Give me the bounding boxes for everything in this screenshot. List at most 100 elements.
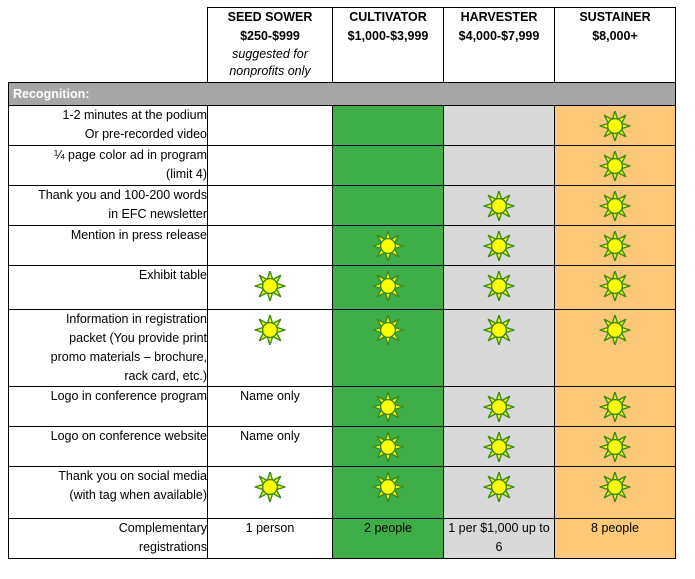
benefit-label: Exhibit table [8, 265, 208, 310]
benefit-row: Information in registration packet (You p… [8, 309, 676, 387]
benefit-cell-harvester [443, 466, 555, 519]
benefit-row: Thank you and 100-200 words in EFC newsle… [8, 185, 676, 226]
sun-icon [372, 392, 404, 422]
benefit-label-line: Logo on conference website [50, 429, 207, 443]
benefit-label-line: ¼ page color ad in program [54, 148, 207, 162]
sun-icon [372, 472, 404, 502]
benefit-label: 1-2 minutes at the podium Or pre-recorded… [8, 105, 208, 146]
benefit-row: Mention in press release [8, 225, 676, 266]
sun-icon [599, 315, 631, 345]
benefit-cell-sustainer [554, 426, 676, 467]
sun-icon [483, 472, 515, 502]
sun-icon [599, 111, 631, 141]
section-row: Recognition: [8, 82, 676, 106]
benefit-cell-harvester [443, 185, 555, 226]
benefits-body: Recognition: 1-2 minutes at the podium Or… [8, 82, 676, 559]
benefit-label: Mention in press release [8, 225, 208, 266]
sun-icon [372, 271, 404, 301]
sun-icon [483, 231, 515, 261]
benefit-cell-sustainer [554, 105, 676, 146]
benefit-label-line: (limit 4) [166, 167, 207, 181]
tier-note: nonprofits only [229, 64, 311, 78]
benefit-label-line: Exhibit table [138, 268, 207, 282]
sponsorship-tier-table: SEED SOWER $250-$999 suggested for nonpr… [8, 7, 676, 559]
sun-icon [483, 315, 515, 345]
benefit-row: ¼ page color ad in program (limit 4) [8, 145, 676, 186]
benefit-cell-seed-sower [207, 265, 333, 310]
benefit-label-line: registrations [138, 540, 207, 554]
tier-price: $1,000-$3,999 [347, 29, 429, 43]
benefit-label: Logo on conference website [8, 426, 208, 467]
benefit-cell-harvester [443, 309, 555, 387]
benefit-label-line: Logo in conference program [50, 389, 207, 403]
benefit-cell-seed-sower [207, 145, 333, 186]
benefit-cell-seed-sower: Name only [207, 386, 333, 427]
benefit-row: Thank you on social media (with tag when … [8, 466, 676, 519]
sun-icon [372, 315, 404, 345]
sun-icon [599, 472, 631, 502]
sun-icon [599, 392, 631, 422]
benefit-cell-sustainer [554, 265, 676, 310]
tier-header-seed-sower: SEED SOWER $250-$999 suggested for nonpr… [207, 7, 333, 83]
benefit-label: Thank you on social media (with tag when … [8, 466, 208, 519]
sun-icon [483, 191, 515, 221]
benefit-cell-harvester [443, 386, 555, 427]
benefit-label: Logo in conference program [8, 386, 208, 427]
section-label: Recognition: [8, 82, 676, 106]
sun-icon [254, 271, 286, 301]
benefit-row: Logo on conference website Name only [8, 426, 676, 467]
benefit-cell-cultivator [332, 105, 444, 146]
benefit-cell-seed-sower [207, 185, 333, 226]
benefit-cell-seed-sower [207, 105, 333, 146]
benefit-label-line: 1-2 minutes at the podium [62, 108, 207, 122]
tier-header-row: SEED SOWER $250-$999 suggested for nonpr… [8, 7, 676, 83]
sun-icon [599, 432, 631, 462]
tier-header-sustainer: SUSTAINER $8,000+ [554, 7, 676, 83]
benefit-label-line: Complementary [118, 521, 207, 535]
header-blank-cell [8, 7, 208, 83]
benefit-label-line: Thank you on social media [58, 469, 207, 483]
benefit-label: Complementary registrations [8, 518, 208, 559]
benefit-value: Name only [240, 389, 300, 403]
benefit-value: 8 people [591, 521, 639, 535]
benefit-label-line: (with tag when available) [69, 488, 207, 502]
benefit-cell-cultivator [332, 185, 444, 226]
sun-icon [372, 231, 404, 261]
tier-price: $4,000-$7,999 [458, 29, 540, 43]
tier-name: SUSTAINER [579, 10, 651, 24]
benefit-label: ¼ page color ad in program (limit 4) [8, 145, 208, 186]
benefit-cell-cultivator [332, 225, 444, 266]
benefit-row: 1-2 minutes at the podium Or pre-recorded… [8, 105, 676, 146]
benefit-label-line: in EFC newsletter [108, 207, 207, 221]
benefit-cell-sustainer [554, 145, 676, 186]
tier-header-harvester: HARVESTER $4,000-$7,999 [443, 7, 555, 83]
sun-icon [599, 231, 631, 261]
benefit-cell-cultivator [332, 426, 444, 467]
benefit-value: Name only [240, 429, 300, 443]
benefit-row: Exhibit table [8, 265, 676, 310]
tier-note: suggested for [232, 47, 308, 61]
tier-header-cultivator: CULTIVATOR $1,000-$3,999 [332, 7, 444, 83]
benefit-cell-seed-sower [207, 466, 333, 519]
benefit-cell-harvester [443, 225, 555, 266]
benefit-label-line: rack card, etc.) [124, 369, 207, 383]
benefit-cell-harvester [443, 105, 555, 146]
benefit-label-line: promo materials – brochure, [50, 350, 207, 364]
benefit-row: Complementary registrations 1 person 2 peop… [8, 518, 676, 559]
benefit-label-line: Thank you and 100-200 words [38, 188, 207, 202]
benefit-label-line: packet (You provide print [69, 331, 207, 345]
benefit-cell-cultivator [332, 145, 444, 186]
benefit-cell-seed-sower: Name only [207, 426, 333, 467]
benefit-cell-harvester [443, 145, 555, 186]
benefit-cell-sustainer [554, 225, 676, 266]
sun-icon [372, 432, 404, 462]
benefit-value: 1 per $1,000 up to 6 [448, 521, 550, 554]
benefit-cell-cultivator [332, 309, 444, 387]
benefit-value: 1 person [245, 521, 295, 535]
benefit-cell-seed-sower: 1 person [207, 518, 333, 559]
benefit-label: Thank you and 100-200 words in EFC newsle… [8, 185, 208, 226]
benefit-cell-sustainer [554, 466, 676, 519]
benefit-label-line: Information in registration [65, 312, 207, 326]
benefit-cell-sustainer: 8 people [554, 518, 676, 559]
benefit-cell-cultivator [332, 386, 444, 427]
